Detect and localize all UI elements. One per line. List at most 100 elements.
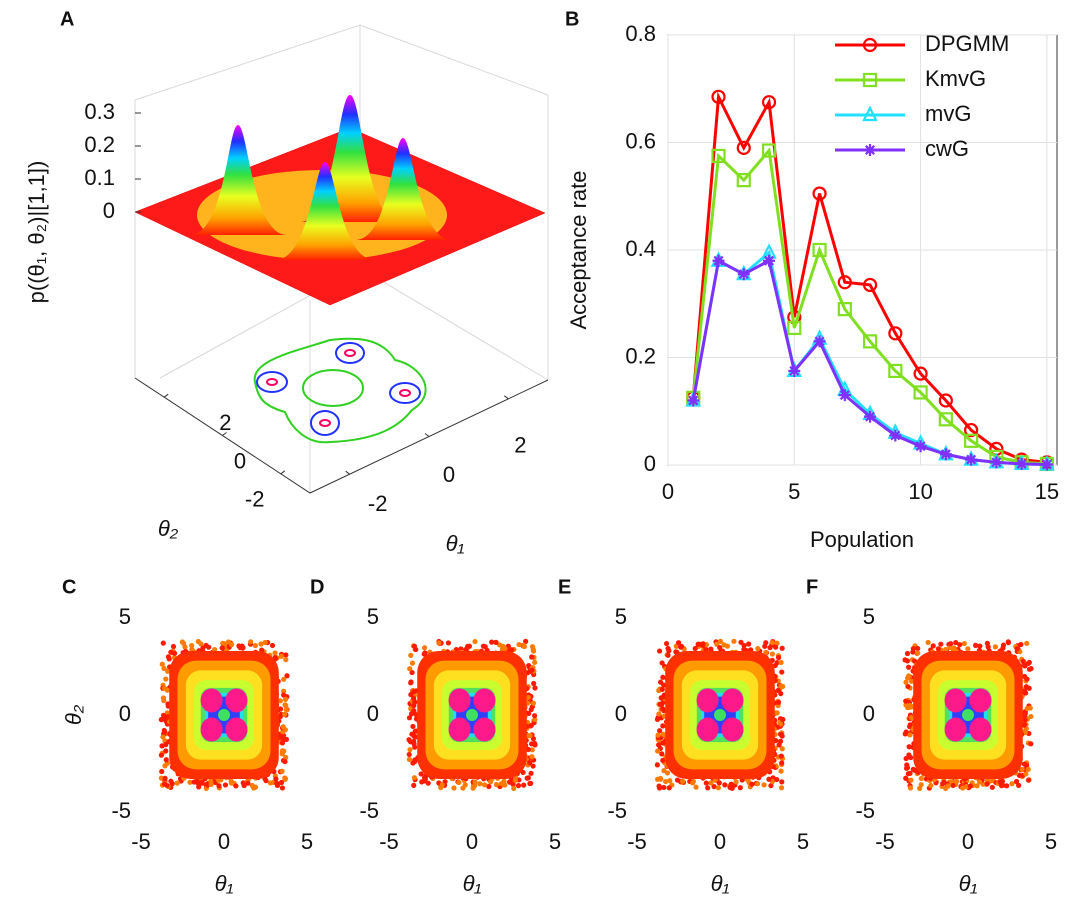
sample-dot (262, 639, 268, 646)
sample-dot (487, 779, 494, 785)
sample-dot (665, 652, 671, 658)
y-tick-label: 0 (367, 701, 379, 726)
sample-dot (248, 639, 254, 645)
x-tick-label: 0 (218, 829, 230, 854)
sample-dot (1024, 676, 1030, 682)
x-tick-label: 0 (962, 829, 974, 854)
sample-dot (267, 780, 274, 786)
sample-dot (472, 783, 478, 789)
x-axis-label: θ₁ (215, 871, 234, 896)
sample-dot (282, 775, 288, 781)
x-axis-label: θ₁ (463, 871, 482, 896)
sample-dot (775, 699, 782, 705)
sample-dot (737, 785, 743, 791)
sample-dot (516, 641, 522, 648)
sample-dot (741, 646, 747, 652)
sample-dot (692, 645, 698, 652)
sample-dot (269, 642, 276, 649)
marker (913, 385, 928, 400)
sample-dot (412, 758, 418, 764)
sample-dot (436, 640, 442, 646)
y-tick-label: 0 (234, 448, 246, 473)
sample-dot (954, 778, 960, 784)
sample-dot (158, 717, 164, 723)
marker (964, 422, 979, 438)
marker (838, 389, 851, 402)
sample-dot (523, 638, 529, 644)
sample-dot (526, 663, 532, 669)
sample-dot (778, 785, 785, 791)
sample-dot (170, 643, 177, 650)
sample-dot (925, 639, 931, 646)
sample-dot (778, 691, 784, 697)
sample-dot (656, 711, 662, 717)
sample-dot (741, 642, 747, 649)
sample-dot (774, 659, 780, 666)
marker (888, 326, 903, 341)
sample-dot (755, 646, 761, 652)
sample-dot (282, 696, 289, 702)
sample-dot (660, 706, 666, 712)
sample-dot (779, 746, 785, 752)
marker (761, 95, 777, 110)
sample-cloud (406, 638, 538, 791)
sample-dot (525, 694, 531, 701)
sample-dot (282, 727, 288, 733)
sample-dot (1009, 781, 1015, 787)
sample-dot (977, 779, 983, 785)
sample-dot (905, 771, 911, 777)
sample-dot (228, 778, 234, 784)
sample-dot (1005, 639, 1011, 645)
sample-dot (667, 778, 673, 784)
sample-dot (158, 752, 165, 758)
sample-dot (774, 640, 780, 646)
sample-dot (779, 779, 785, 785)
sample-dot (773, 644, 779, 650)
sample-dot (903, 755, 909, 762)
marker (914, 440, 927, 453)
sample-dot (703, 646, 709, 652)
sample-dot (456, 779, 462, 786)
marker (938, 412, 953, 427)
sample-dot (532, 716, 538, 723)
x-tick (424, 433, 430, 437)
sample-dot (532, 659, 538, 665)
sample-dot (657, 701, 663, 707)
sample-dot (1028, 665, 1034, 672)
sample-dot (998, 783, 1005, 789)
sample-dot (984, 781, 990, 787)
density-mode (944, 688, 967, 713)
marker (990, 456, 1003, 469)
sample-dot (532, 685, 538, 691)
y-tick-label: 0.8 (625, 21, 656, 46)
x-tick (504, 395, 509, 400)
contours (253, 337, 427, 444)
sample-dot (199, 779, 205, 785)
sample-dot (409, 660, 416, 666)
sample-dot (660, 740, 666, 746)
marker (788, 364, 801, 377)
sample-dot (656, 648, 663, 654)
sample-dot (779, 760, 785, 766)
sample-dot (410, 695, 417, 701)
x-tick-label: 10 (908, 479, 932, 504)
marker (812, 242, 827, 258)
sample-dot (499, 646, 505, 653)
sample-dot (905, 683, 911, 690)
sample-dot (521, 782, 527, 788)
sample-dot (660, 723, 666, 729)
sample-dot (222, 782, 229, 788)
y-tick-label: 0.4 (625, 236, 656, 261)
sample-dot (902, 657, 908, 663)
density-mode (225, 688, 248, 713)
sample-dot (411, 708, 417, 714)
sample-dot (274, 780, 280, 786)
sample-dot (277, 698, 283, 704)
panel-label: F (806, 576, 818, 598)
sample-dot (910, 649, 916, 655)
sample-dot (1028, 741, 1034, 747)
sample-dot (489, 639, 495, 645)
sample-dot (245, 780, 251, 786)
sample-dot (529, 654, 535, 660)
sample-dot (779, 669, 785, 675)
